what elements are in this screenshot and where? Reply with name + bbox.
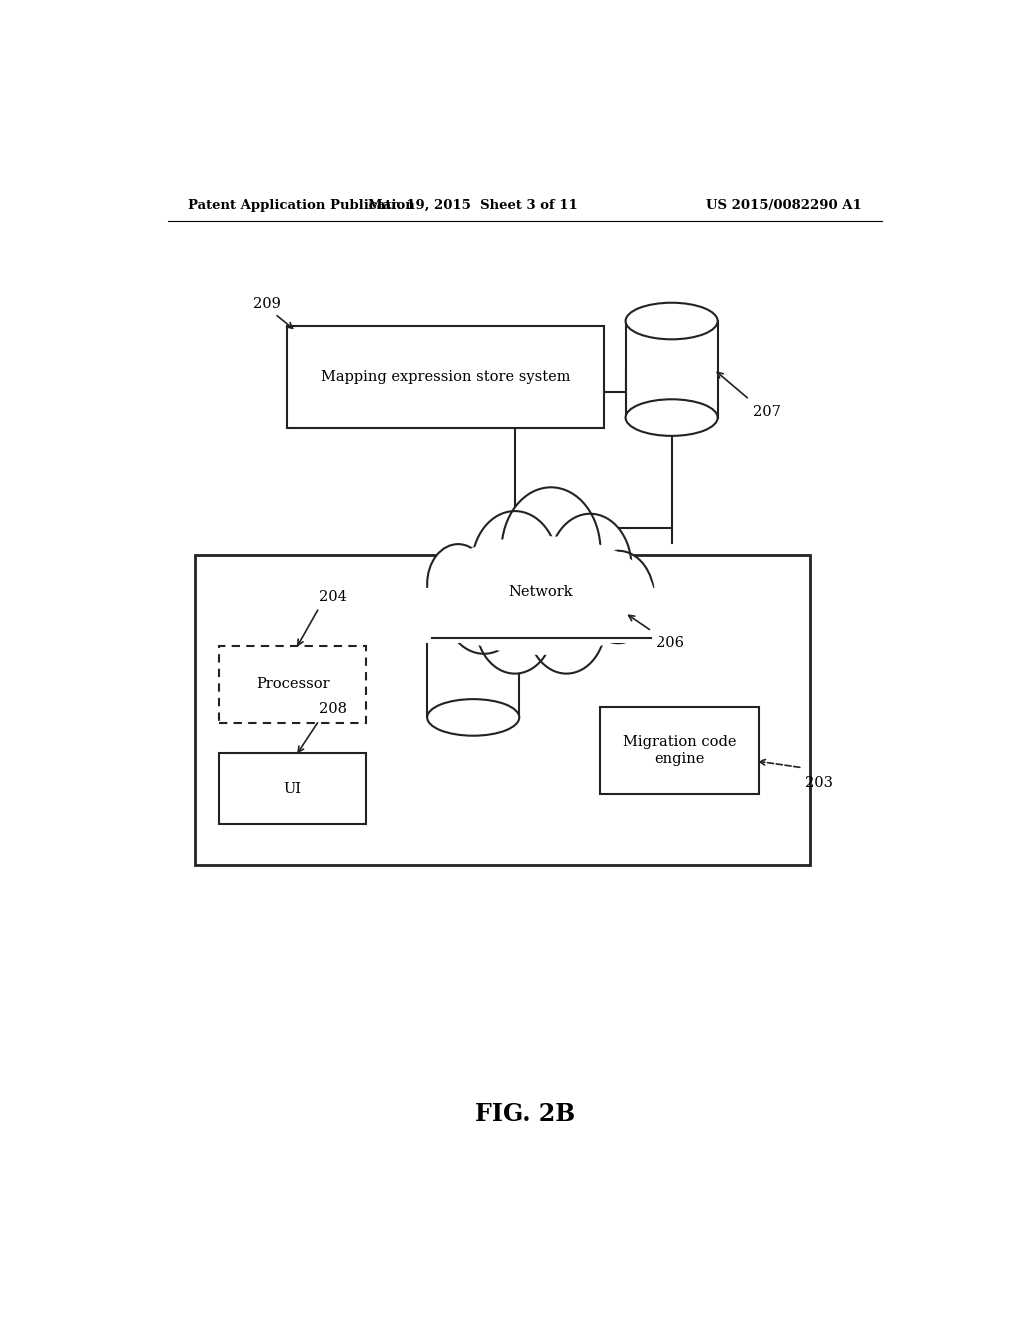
Text: US 2015/0082290 A1: US 2015/0082290 A1 xyxy=(707,199,862,213)
Text: 209: 209 xyxy=(253,297,281,312)
Text: 204: 204 xyxy=(319,590,347,603)
Text: System: System xyxy=(475,568,531,582)
Text: 203: 203 xyxy=(805,776,833,789)
Circle shape xyxy=(527,573,605,673)
Text: 206: 206 xyxy=(655,636,684,651)
Text: 201: 201 xyxy=(513,562,541,576)
Text: Network: Network xyxy=(508,585,573,599)
Text: Patent Application Publication: Patent Application Publication xyxy=(187,199,415,213)
Circle shape xyxy=(476,573,554,673)
Ellipse shape xyxy=(626,302,718,339)
Bar xyxy=(219,647,367,722)
Bar xyxy=(219,752,367,824)
Text: 208: 208 xyxy=(319,702,347,717)
Text: Processor: Processor xyxy=(256,677,330,692)
Text: UI: UI xyxy=(284,781,302,796)
Bar xyxy=(196,554,811,865)
Text: Migration code
engine: Migration code engine xyxy=(623,735,736,766)
Ellipse shape xyxy=(427,602,519,639)
Bar xyxy=(626,321,718,417)
Bar xyxy=(600,708,759,793)
Bar xyxy=(422,587,659,643)
Circle shape xyxy=(442,548,525,653)
Text: 200: 200 xyxy=(428,572,456,586)
Ellipse shape xyxy=(427,536,654,655)
Bar xyxy=(427,620,519,718)
Text: FIG. 2B: FIG. 2B xyxy=(475,1102,574,1126)
Circle shape xyxy=(582,550,654,643)
Circle shape xyxy=(427,544,489,623)
Circle shape xyxy=(502,487,600,614)
Text: Mar. 19, 2015  Sheet 3 of 11: Mar. 19, 2015 Sheet 3 of 11 xyxy=(369,199,579,213)
Circle shape xyxy=(471,511,558,622)
Ellipse shape xyxy=(626,399,718,436)
Bar xyxy=(287,326,604,428)
Text: Mapping expression store system: Mapping expression store system xyxy=(321,370,570,384)
Text: 207: 207 xyxy=(754,405,781,418)
Ellipse shape xyxy=(427,700,519,735)
Circle shape xyxy=(549,513,632,619)
